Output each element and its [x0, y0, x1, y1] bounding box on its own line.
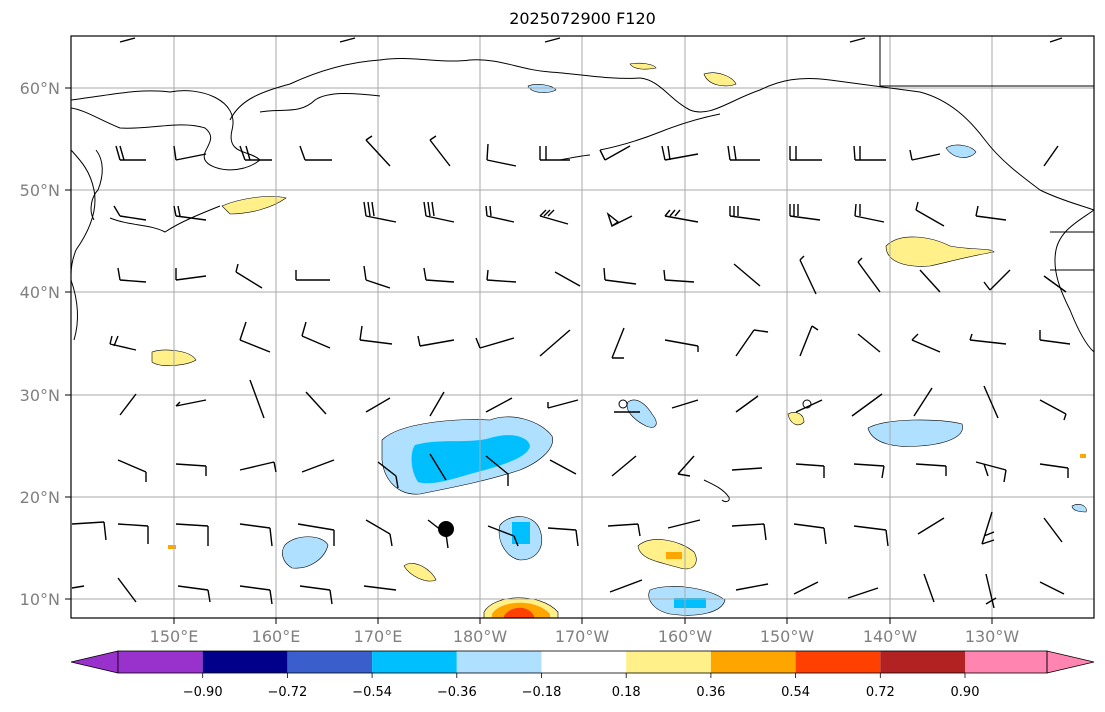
- anomaly-positive-4: [703, 72, 737, 87]
- lon-label-150e: 150°E: [150, 627, 199, 646]
- colorbar-label: 0.54: [781, 685, 810, 700]
- colorbar-label: 0.18: [612, 685, 641, 700]
- storm-symbol: [438, 521, 454, 537]
- colorbar-label: −0.18: [522, 685, 562, 700]
- colorbar-label: −0.90: [183, 685, 223, 700]
- lon-label-160e: 160°E: [252, 627, 301, 646]
- colorbar-label: −0.36: [437, 685, 477, 700]
- anomaly-negative-small-1: [282, 536, 329, 569]
- longitude-labels: 150°E 160°E 170°E 180°W 170°W 160°W 150°…: [150, 627, 1020, 646]
- lon-label-150w: 150°W: [760, 627, 815, 646]
- lat-label-60n: 60°N: [20, 79, 60, 98]
- map-title: 2025072900 F120: [509, 9, 656, 28]
- colorbar-bin-10: [880, 651, 965, 673]
- lat-label-30n: 30°N: [20, 386, 60, 405]
- graticule: [71, 36, 1094, 618]
- colorbar-extend-low: [70, 650, 119, 674]
- lon-label-130w: 130°W: [965, 627, 1020, 646]
- lon-label-170e: 170°E: [354, 627, 403, 646]
- colorbar-bin-8: [710, 651, 796, 673]
- anomaly-negative-small-4: [626, 399, 657, 428]
- colorbar-extend-high: [1046, 650, 1095, 674]
- wind-barbs: [71, 37, 1071, 609]
- colorbar-label: −0.72: [267, 685, 307, 700]
- contour-fills: [151, 62, 1087, 619]
- anomaly-positive-7: [403, 563, 437, 582]
- lat-label-10n: 10°N: [20, 590, 60, 609]
- latitude-labels: 60°N 50°N 40°N 30°N 20°N 10°N: [20, 79, 60, 609]
- lon-label-160w: 160°W: [658, 627, 713, 646]
- colorbar-label: 0.72: [866, 685, 895, 700]
- anomaly-positive-5: [629, 62, 657, 70]
- colorbar-bin-3: [287, 651, 373, 673]
- anomaly-positive-2: [221, 196, 287, 215]
- ticks: [65, 87, 993, 624]
- colorbar-bin-2: [202, 651, 288, 673]
- colorbar-bin-11: [965, 651, 1047, 673]
- colorbar-bin-5: [456, 651, 542, 673]
- anomaly-negative-small-5: [867, 419, 963, 447]
- anomaly-positive-8: [787, 412, 805, 426]
- lon-label-170w: 170°W: [555, 627, 610, 646]
- colorbar: −0.90 −0.72 −0.54 −0.36 −0.18 0.18 0.36 …: [70, 650, 1095, 700]
- colorbar-label: 0.90: [951, 685, 980, 700]
- lon-label-180w: 180°W: [453, 627, 508, 646]
- colorbar-bin-9: [795, 651, 881, 673]
- lon-label-140w: 140°W: [863, 627, 918, 646]
- colorbar-label: −0.54: [352, 685, 392, 700]
- colorbar-bin-1: [118, 651, 203, 673]
- anomaly-positive-1: [885, 236, 995, 267]
- colorbar-bin-6: [541, 651, 627, 673]
- coastlines: [70, 36, 1095, 503]
- lat-label-40n: 40°N: [20, 283, 60, 302]
- lat-label-50n: 50°N: [20, 181, 60, 200]
- anomaly-negative-small-7: [945, 144, 977, 158]
- colorbar-label: 0.36: [696, 685, 725, 700]
- lat-label-20n: 20°N: [20, 488, 60, 507]
- colorbar-bin-7: [626, 651, 711, 673]
- anomaly-negative-small-8: [1071, 504, 1087, 513]
- colorbar-bin-4: [372, 651, 457, 673]
